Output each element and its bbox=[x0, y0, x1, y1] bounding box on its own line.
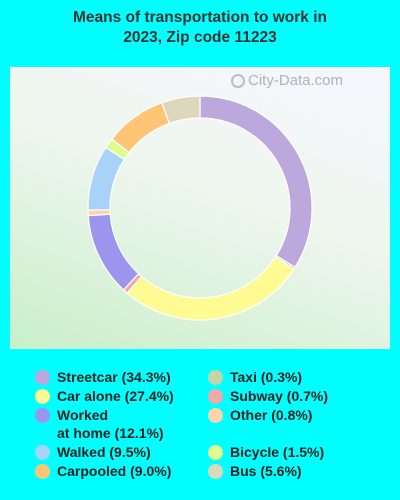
watermark-text: City-Data.com bbox=[248, 72, 344, 89]
slice-worked-at-home bbox=[87, 213, 140, 291]
slice-bus bbox=[161, 95, 201, 125]
slice-streetcar bbox=[199, 95, 313, 269]
chart-title: Means of transportation to work in 2023,… bbox=[0, 8, 400, 48]
watermark: City-Data.com bbox=[231, 72, 343, 89]
title-line-2: 2023, Zip code 11223 bbox=[123, 29, 277, 46]
slice-car-alone bbox=[126, 256, 295, 321]
slice-walked bbox=[87, 146, 126, 211]
slice-carpooled bbox=[110, 101, 171, 154]
title-line-1: Means of transportation to work in bbox=[72, 9, 328, 26]
magnifier-icon bbox=[231, 73, 245, 88]
